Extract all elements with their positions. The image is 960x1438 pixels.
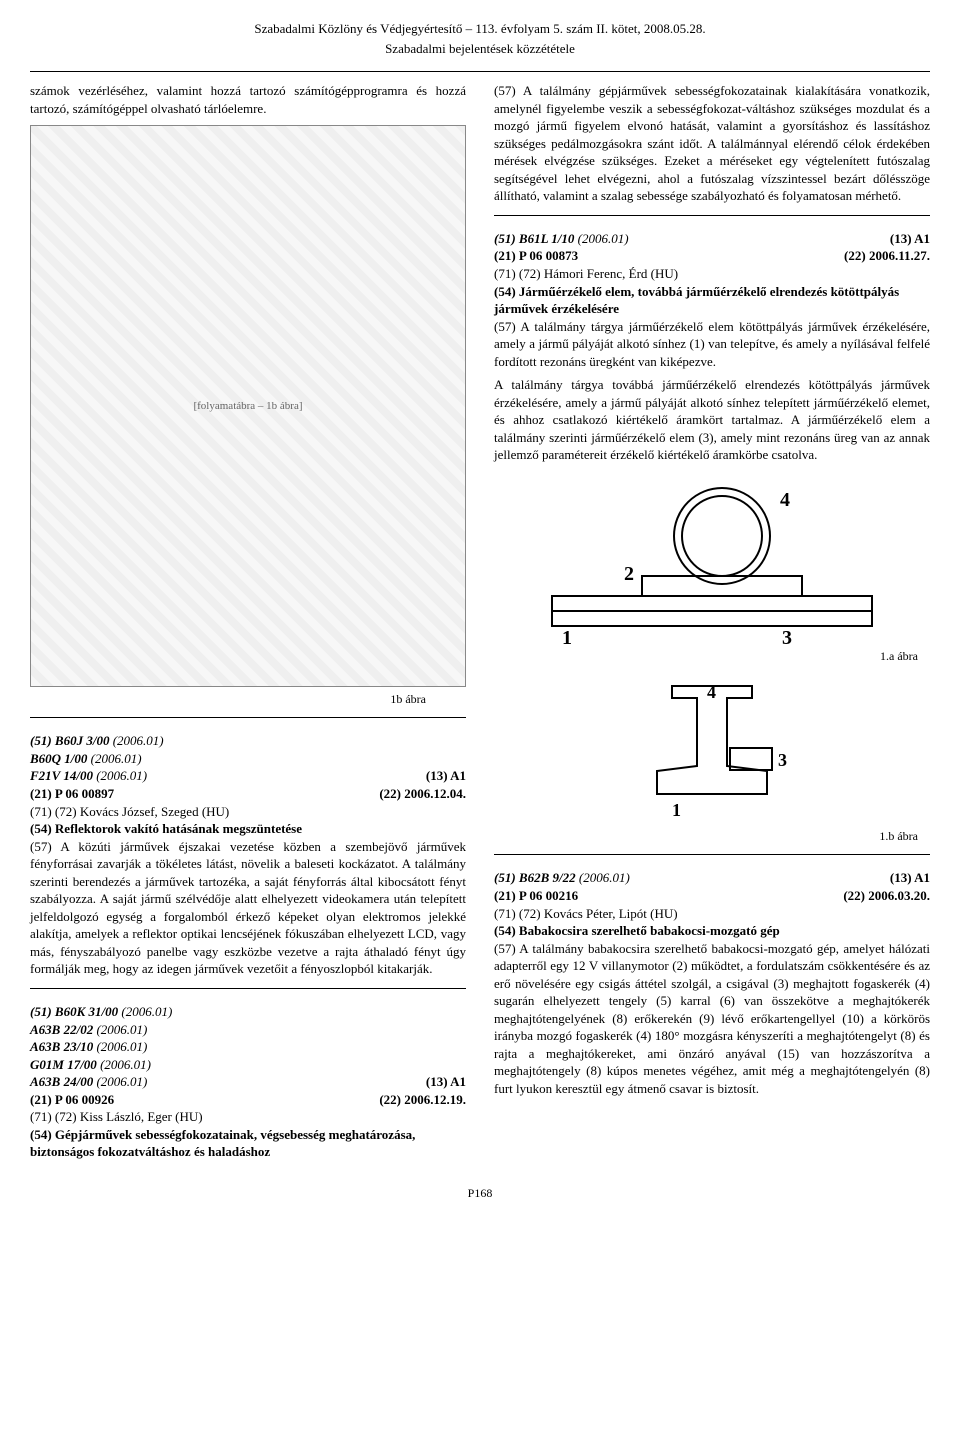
entry-b62b: (51) B62B 9/22 (2006.01) (13) A1 (21) P …: [494, 869, 930, 1097]
code-row: (51) B60J 3/00 (2006.01): [30, 732, 466, 750]
fig-label-2: 2: [624, 563, 634, 585]
figure-1a-svg: 1 2 3 4: [532, 476, 892, 646]
code-row: G01M 17/00 (2006.01): [30, 1056, 466, 1074]
flowchart-note: [folyamatábra – 1b ábra]: [193, 399, 302, 414]
right-column: (57) A találmány gépjárművek sebességfok…: [494, 82, 930, 1161]
code-mid: (2006.01): [96, 768, 147, 783]
code-mid: (2006.01): [579, 870, 630, 885]
code-row: A63B 24/00 (2006.01) (13) A1: [30, 1073, 466, 1091]
code-mid: (2006.01): [96, 1039, 147, 1054]
page-header: Szabadalmi Közlöny és Védjegyértesítő – …: [30, 20, 930, 57]
code-row: (21) P 06 00926 (22) 2006.12.19.: [30, 1091, 466, 1109]
header-line-1: Szabadalmi Közlöny és Védjegyértesítő – …: [30, 20, 930, 38]
entry-title: (54) Járműérzékelő elem, továbbá járműér…: [494, 283, 930, 318]
separator: [30, 717, 466, 718]
code-left: (51) B61L 1/10: [494, 231, 574, 246]
entry-author: (71) (72) Hámori Ferenc, Érd (HU): [494, 265, 930, 283]
code-right: (22) 2006.03.20.: [843, 887, 930, 905]
figure-1b: 4 3 1 1.b ábra: [494, 676, 930, 844]
code-mid: (2006.01): [96, 1022, 147, 1037]
entry-title: (54) Reflektorok vakító hatásának megszü…: [30, 820, 466, 838]
code-row: (51) B60K 31/00 (2006.01): [30, 1003, 466, 1021]
code-left: F21V 14/00: [30, 768, 93, 783]
code-right: (13) A1: [426, 1073, 466, 1091]
code-mid: (2006.01): [96, 1074, 147, 1089]
code-row: F21V 14/00 (2006.01) (13) A1: [30, 767, 466, 785]
code-row: (21) P 06 00216 (22) 2006.03.20.: [494, 887, 930, 905]
code-left: (51) B60K 31/00: [30, 1004, 118, 1019]
code-left: (21) P 06 00873: [494, 247, 578, 265]
code-right: (22) 2006.11.27.: [844, 247, 930, 265]
code-mid: (2006.01): [113, 733, 164, 748]
entry-title: (54) Gépjárművek sebességfokozatainak, v…: [30, 1126, 466, 1161]
code-right: (22) 2006.12.04.: [379, 785, 466, 803]
fig-label-3: 3: [778, 750, 787, 770]
code-row: (51) B62B 9/22 (2006.01) (13) A1: [494, 869, 930, 887]
code-left: (51) B60J 3/00: [30, 733, 109, 748]
left-column: számok vezérléséhez, valamint hozzá tart…: [30, 82, 466, 1161]
entry-b60j: (51) B60J 3/00 (2006.01) B60Q 1/00 (2006…: [30, 732, 466, 978]
code-row: (21) P 06 00897 (22) 2006.12.04.: [30, 785, 466, 803]
flowchart-caption: 1b ábra: [30, 691, 466, 707]
code-right: (13) A1: [890, 869, 930, 887]
figure-1a: 1 2 3 4 1.a ábra: [494, 476, 930, 664]
entry-author: (71) (72) Kovács Péter, Lipót (HU): [494, 905, 930, 923]
header-line-2: Szabadalmi bejelentések közzététele: [30, 40, 930, 58]
code-right: (22) 2006.12.19.: [379, 1091, 466, 1109]
code-left: A63B 23/10: [30, 1039, 93, 1054]
separator: [494, 215, 930, 216]
code-left: G01M 17/00: [30, 1057, 97, 1072]
separator: [30, 988, 466, 989]
entry-abstract: (57) A találmány tárgya járműérzékelő el…: [494, 318, 930, 371]
code-mid: (2006.01): [100, 1057, 151, 1072]
entry-b60k: (51) B60K 31/00 (2006.01) A63B 22/02 (20…: [30, 1003, 466, 1161]
fig-label-1: 1: [562, 627, 572, 646]
entry-abstract-2: A találmány tárgya továbbá járműérzékelő…: [494, 376, 930, 464]
code-mid: (2006.01): [578, 231, 629, 246]
fig-label-4: 4: [780, 489, 790, 511]
entry-author: (71) (72) Kiss László, Eger (HU): [30, 1108, 466, 1126]
code-right: (13) A1: [426, 767, 466, 785]
code-row: A63B 23/10 (2006.01): [30, 1038, 466, 1056]
fig-label-3: 3: [782, 627, 792, 646]
fig-label-4: 4: [707, 682, 716, 702]
code-left: (21) P 06 00926: [30, 1091, 114, 1109]
code-right: (13) A1: [890, 230, 930, 248]
entry-b61l: (51) B61L 1/10 (2006.01) (13) A1 (21) P …: [494, 230, 930, 464]
code-left: (21) P 06 00897: [30, 785, 114, 803]
code-left: A63B 22/02: [30, 1022, 93, 1037]
figure-1a-caption: 1.a ábra: [494, 648, 930, 664]
code-left: A63B 24/00: [30, 1074, 93, 1089]
flowchart-1b: [folyamatábra – 1b ábra]: [30, 125, 466, 687]
entry-abstract: (57) A találmány babakocsira szerelhető …: [494, 940, 930, 1098]
code-row: B60Q 1/00 (2006.01): [30, 750, 466, 768]
separator: [494, 854, 930, 855]
code-left: (51) B62B 9/22: [494, 870, 576, 885]
code-mid: (2006.01): [121, 1004, 172, 1019]
entry-title: (54) Babakocsira szerelhető babakocsi-mo…: [494, 922, 930, 940]
content-columns: számok vezérléséhez, valamint hozzá tart…: [30, 82, 930, 1161]
code-left: (21) P 06 00216: [494, 887, 578, 905]
entry-author: (71) (72) Kovács József, Szeged (HU): [30, 803, 466, 821]
code-row: (21) P 06 00873 (22) 2006.11.27.: [494, 247, 930, 265]
page-number: P168: [30, 1185, 930, 1201]
figure-1b-svg: 4 3 1: [582, 676, 842, 826]
code-mid: (2006.01): [91, 751, 142, 766]
code-row: (51) B61L 1/10 (2006.01) (13) A1: [494, 230, 930, 248]
code-row: A63B 22/02 (2006.01): [30, 1021, 466, 1039]
right-top-abstract: (57) A találmány gépjárművek sebességfok…: [494, 82, 930, 205]
header-rule: [30, 71, 930, 72]
figure-1b-caption: 1.b ábra: [494, 828, 930, 844]
left-intro: számok vezérléséhez, valamint hozzá tart…: [30, 82, 466, 117]
entry-abstract: (57) A közúti járművek éjszakai vezetése…: [30, 838, 466, 978]
code-left: B60Q 1/00: [30, 751, 87, 766]
fig-label-1: 1: [672, 800, 681, 820]
